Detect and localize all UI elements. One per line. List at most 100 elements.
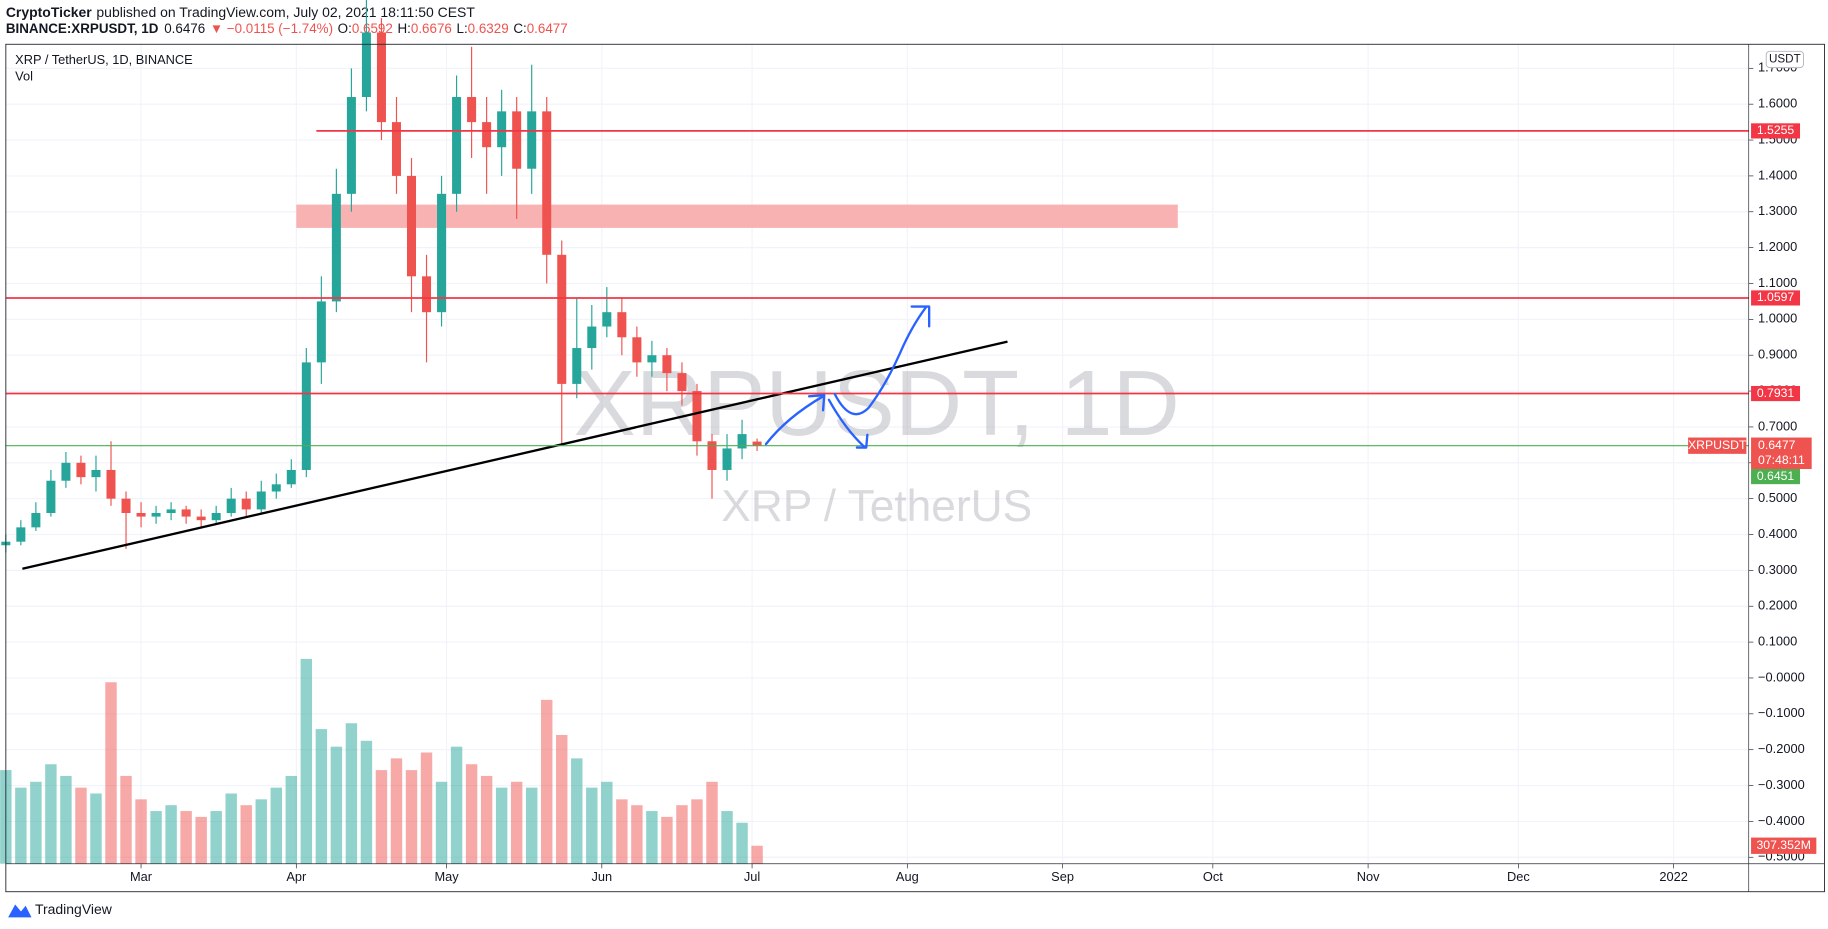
last: 0.6476 xyxy=(164,21,205,36)
h-label: H: xyxy=(397,21,410,36)
candle-body xyxy=(346,97,356,194)
volume-bar xyxy=(60,775,72,864)
frame xyxy=(5,43,1825,893)
arrow-head xyxy=(807,393,826,412)
candle-body xyxy=(677,373,687,392)
volume-bar xyxy=(75,787,87,864)
annotations-back xyxy=(296,204,1178,228)
candle-body xyxy=(602,312,612,327)
candle-body xyxy=(331,193,341,302)
y-tick-label: 0.9000 xyxy=(1758,347,1797,362)
candle-body xyxy=(256,491,266,510)
axes: 1.70001.60001.50001.40001.30001.20001.10… xyxy=(130,60,1817,884)
l: 0.6329 xyxy=(468,21,509,36)
logo xyxy=(8,904,32,918)
candle-body xyxy=(106,469,116,499)
volume-bar xyxy=(571,758,583,864)
candle-body xyxy=(181,509,191,517)
o: 0.6592 xyxy=(352,21,393,36)
y-tick-label: −0.2000 xyxy=(1758,741,1805,756)
volume-bar xyxy=(315,729,328,864)
o-label: O: xyxy=(338,21,352,36)
y-tick-label: −0.3000 xyxy=(1758,777,1805,792)
volume-bar xyxy=(676,805,688,864)
c-label: C: xyxy=(513,21,526,36)
candle-body xyxy=(482,122,492,148)
x-tick-label: Dec xyxy=(1507,869,1530,884)
candle-body xyxy=(527,111,537,169)
y-tick-label: 0.4000 xyxy=(1758,526,1797,541)
volume-bar xyxy=(300,658,313,864)
y-tick-label: −0.4000 xyxy=(1758,813,1805,828)
volume-bar xyxy=(180,811,192,864)
candle-body xyxy=(46,480,56,514)
volume-bar xyxy=(120,775,132,864)
arrow-down xyxy=(827,398,866,448)
volume-bar xyxy=(751,845,763,864)
candle-body xyxy=(512,111,522,169)
volume-bar xyxy=(105,682,117,864)
volume-bar xyxy=(556,734,568,864)
y-tick-label: 1.1000 xyxy=(1758,275,1797,290)
volume-legend: Vol xyxy=(15,68,33,83)
candle-body xyxy=(271,484,281,492)
y-tick-label: 1.3000 xyxy=(1758,203,1797,218)
volume-bar xyxy=(90,793,102,864)
countdown: 07:48:11 xyxy=(1758,453,1805,467)
candle-body xyxy=(241,498,251,510)
trendline xyxy=(22,340,1008,570)
volume-bar xyxy=(616,799,628,864)
volume-bar xyxy=(225,793,237,864)
candle-body xyxy=(301,362,311,470)
candle-body xyxy=(166,509,176,514)
candle-body xyxy=(422,276,432,313)
header-line-2: BINANCE:XRPUSDT, 1D 0.6476 ▼ −0.0115 (−1.7… xyxy=(6,21,568,36)
zone xyxy=(296,204,1178,228)
h: 0.6676 xyxy=(411,21,452,36)
volume-bar xyxy=(420,752,433,864)
symbol-tag: XRPUSDT xyxy=(1688,438,1747,452)
c: 0.6477 xyxy=(527,21,568,36)
candle-body xyxy=(467,97,477,123)
candle-body xyxy=(361,32,371,98)
change: ▼ −0.0115 (−1.74%) xyxy=(210,21,333,36)
volume-bar xyxy=(706,781,718,864)
grid xyxy=(5,44,1749,864)
last-price-box xyxy=(1751,437,1812,470)
y-tick-label: 0.1000 xyxy=(1758,633,1797,648)
y-tick-label: 1.0000 xyxy=(1758,311,1797,326)
candle-body xyxy=(707,441,717,470)
volume-bar xyxy=(480,775,493,864)
candle-body xyxy=(211,513,221,521)
volume-bar xyxy=(195,816,207,864)
level-label-box xyxy=(1751,385,1801,402)
candle-body xyxy=(557,254,567,384)
chart-title: XRP / TetherUS, 1D, BINANCE xyxy=(15,52,193,67)
candle-body xyxy=(76,462,86,478)
candle-body xyxy=(542,111,552,255)
x-tick-label: Sep xyxy=(1051,869,1074,884)
candle-body xyxy=(316,301,326,363)
y-tick-label: 0.3000 xyxy=(1758,562,1797,577)
x-tick-label: Jul xyxy=(744,869,760,884)
volume-bar xyxy=(646,811,658,864)
volume-bar xyxy=(330,746,343,864)
candle-body xyxy=(136,513,146,517)
annotations-front xyxy=(5,130,1749,570)
volume-bar xyxy=(390,758,403,864)
candle-body xyxy=(196,516,206,521)
candle-body xyxy=(376,32,386,123)
candle-body xyxy=(226,498,236,514)
volume-bar xyxy=(345,723,358,864)
header-line-1: CryptoTicker published on TradingView.com… xyxy=(6,4,476,20)
x-tick-label: Mar xyxy=(130,869,153,884)
watermark: XRPUSDT, 1D XRP / TetherUS xyxy=(574,351,1180,531)
candle-body xyxy=(737,434,747,449)
last-price-label: 0.6477 xyxy=(1758,438,1796,452)
arrow-up-2 xyxy=(833,306,927,416)
volume-bar xyxy=(165,805,177,864)
volume-bar xyxy=(525,787,538,864)
arrow-up-1 xyxy=(764,395,825,446)
candle-body xyxy=(151,513,161,517)
published: published on TradingView.com, July 02, 2… xyxy=(96,4,475,20)
